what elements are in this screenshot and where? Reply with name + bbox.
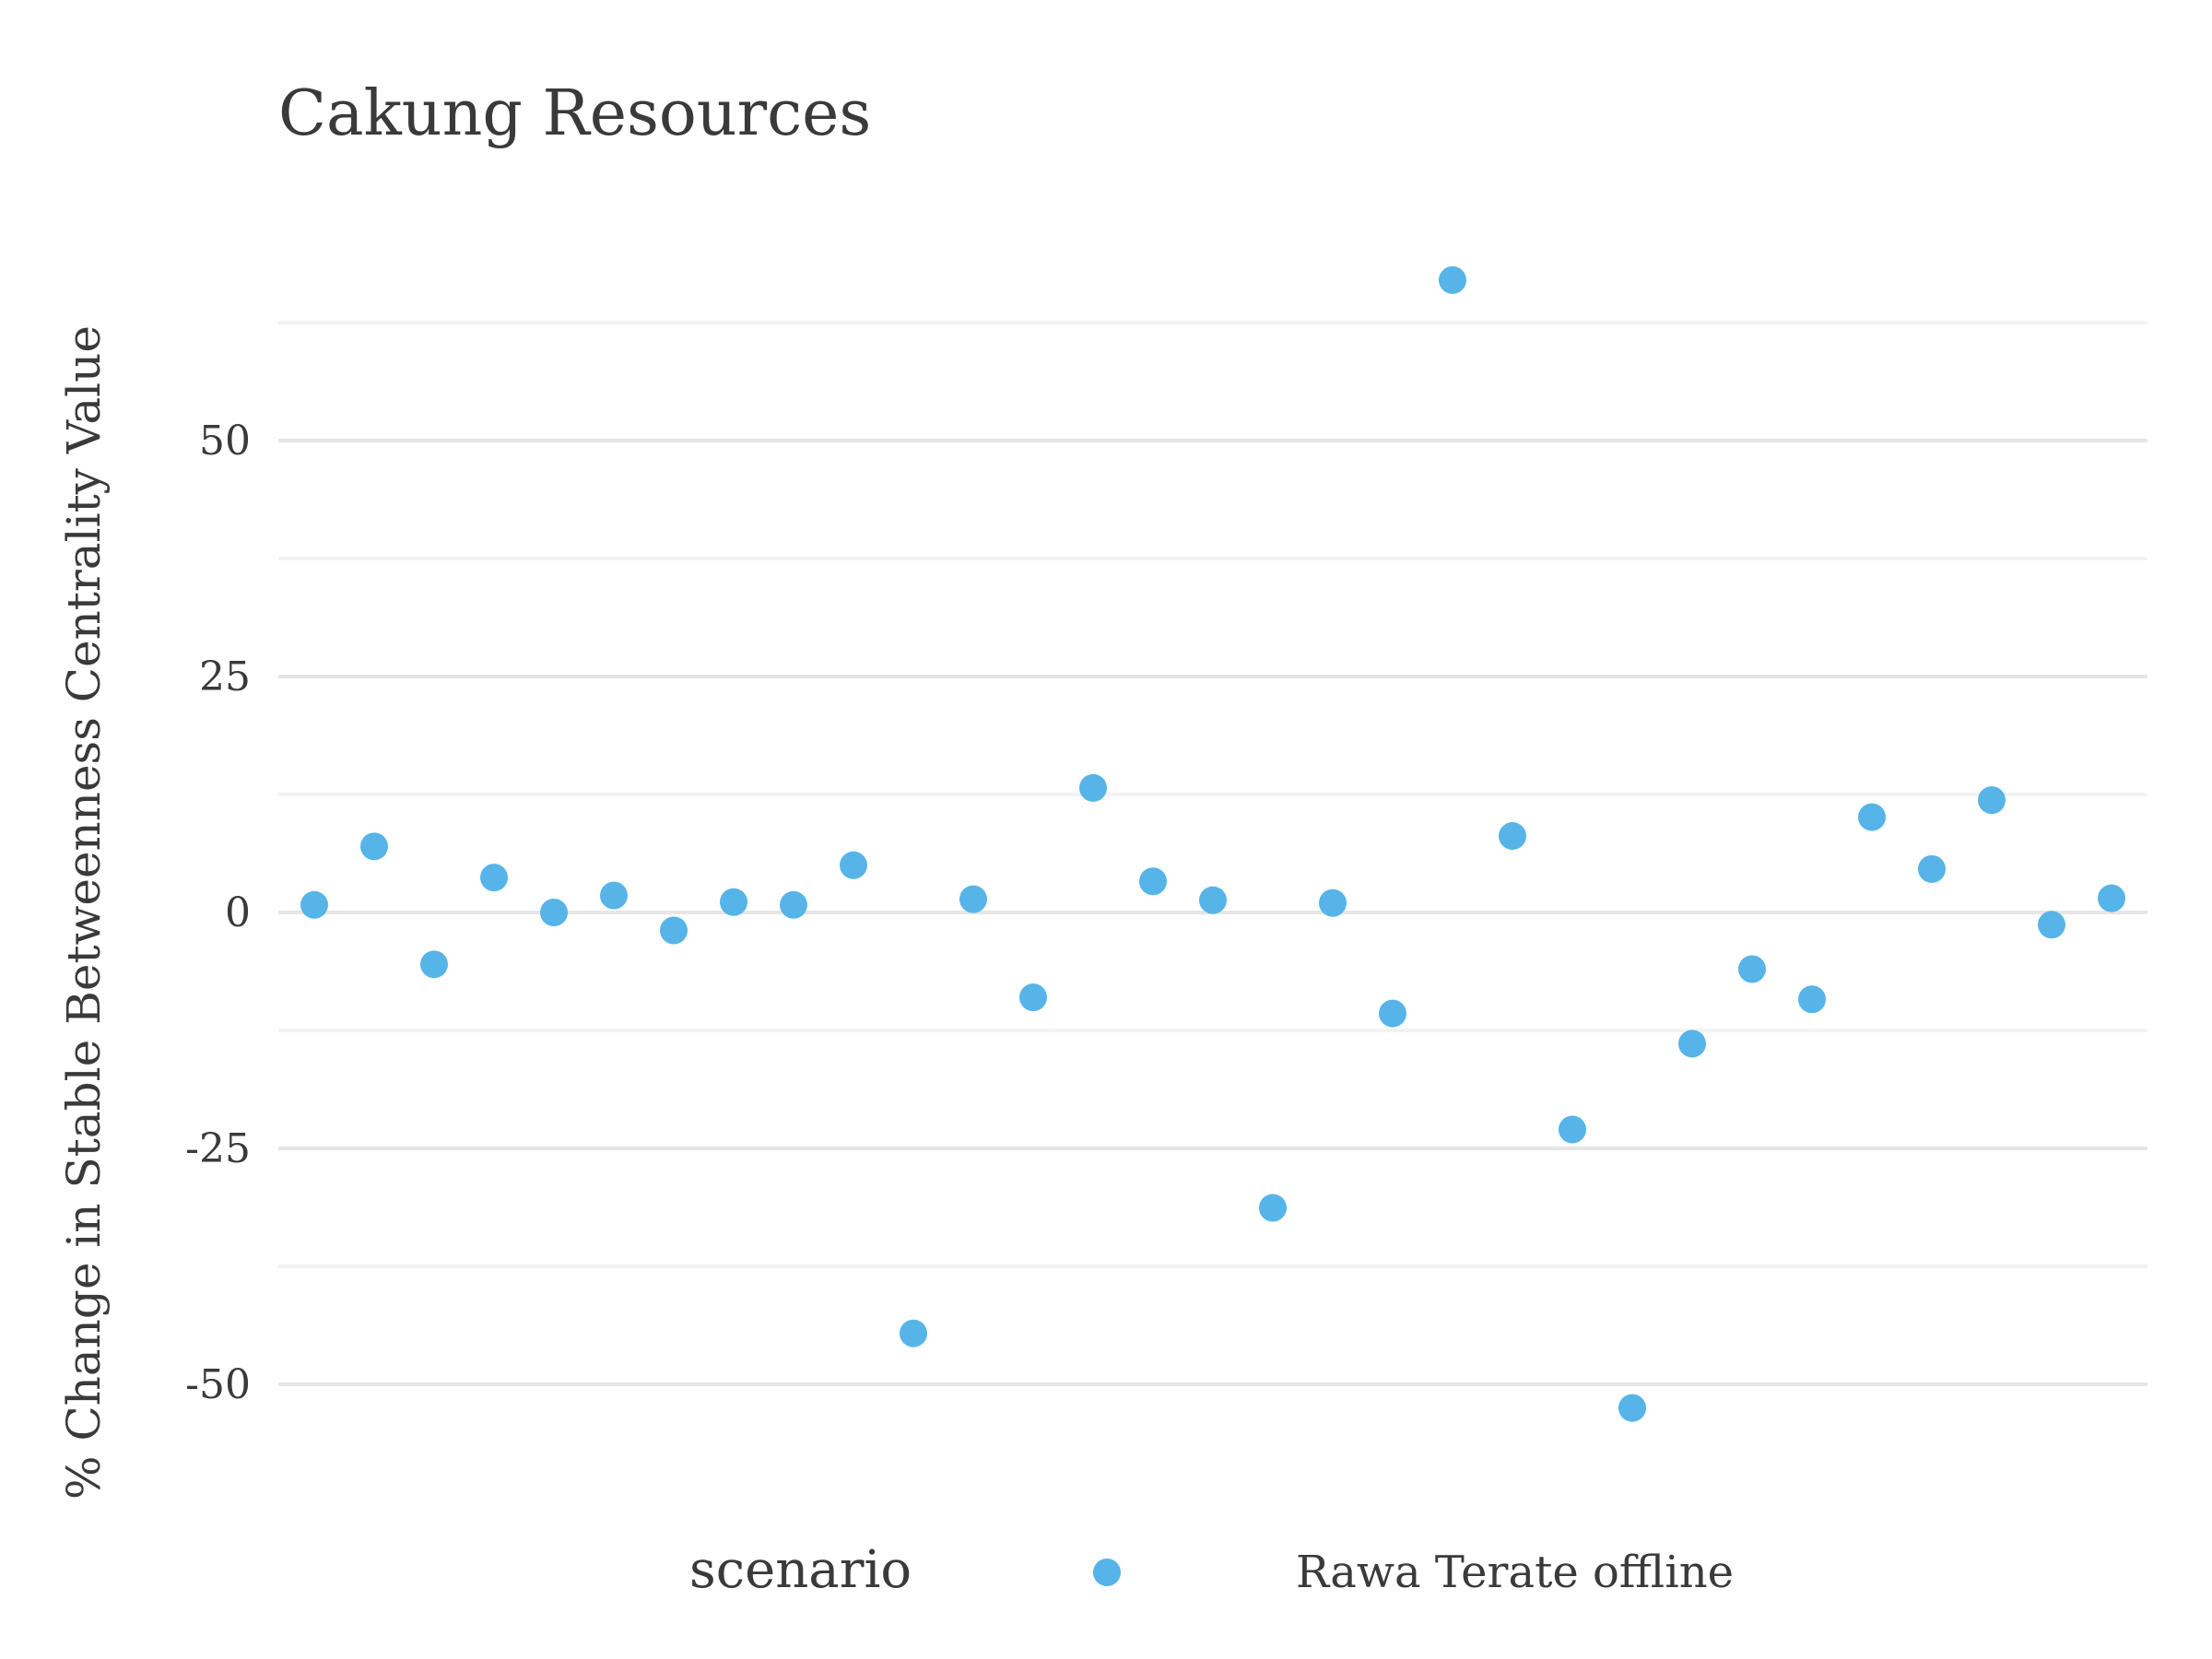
chart-title: Cakung Resources [278,77,871,150]
data-point [1918,854,1946,883]
data-point [2038,911,2065,939]
data-point [900,1319,927,1347]
y-tick-label: -25 [185,1125,251,1172]
data-point [660,916,688,945]
data-point [540,899,568,926]
data-point [600,881,628,910]
data-point [480,864,508,892]
legend-label: Rawa Terate offline [1296,1547,1734,1598]
y-axis-title: % Change in Stable Betweenness Centralit… [57,325,111,1500]
grid-lines [278,321,2147,1386]
data-point [300,890,328,919]
data-point [2098,884,2125,912]
legend: scenario Rawa Terate offline [689,1540,1734,1600]
data-point [1738,955,1766,983]
legend-swatch-icon [1093,1559,1121,1586]
data-point [1379,999,1406,1028]
data-point [959,885,987,913]
data-point [1139,867,1167,896]
y-tick-label: 0 [225,889,251,936]
data-point [1798,985,1826,1014]
data-point [1079,773,1107,802]
data-point [360,832,388,861]
data-point [1858,803,1886,831]
y-tick-labels: -50 -25 0 25 50 [185,418,251,1408]
data-point [1199,886,1227,914]
y-tick-label: 50 [199,418,251,465]
y-tick-label: 25 [199,653,251,700]
data-point [1259,1194,1287,1222]
data-point [1618,1394,1646,1422]
data-point [1678,1030,1706,1058]
data-point [720,888,747,916]
y-tick-label: -50 [185,1361,251,1408]
data-point [1978,786,2006,815]
legend-title: scenario [689,1540,912,1600]
data-point [1499,822,1526,851]
data-point [840,851,867,879]
data-point [780,890,807,919]
data-point [1319,888,1347,917]
data-point [1559,1115,1586,1144]
data-point [420,950,448,979]
data-point [1019,983,1047,1012]
data-point [1439,265,1466,294]
data-points [300,265,2125,1422]
